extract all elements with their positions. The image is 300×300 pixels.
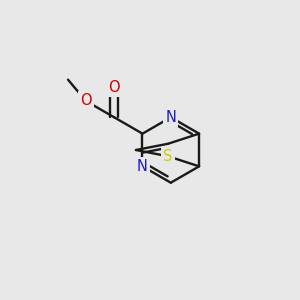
Text: O: O [108,80,120,95]
Text: N: N [137,159,148,174]
Text: S: S [163,149,173,164]
Text: O: O [80,94,92,109]
Text: N: N [165,110,176,125]
